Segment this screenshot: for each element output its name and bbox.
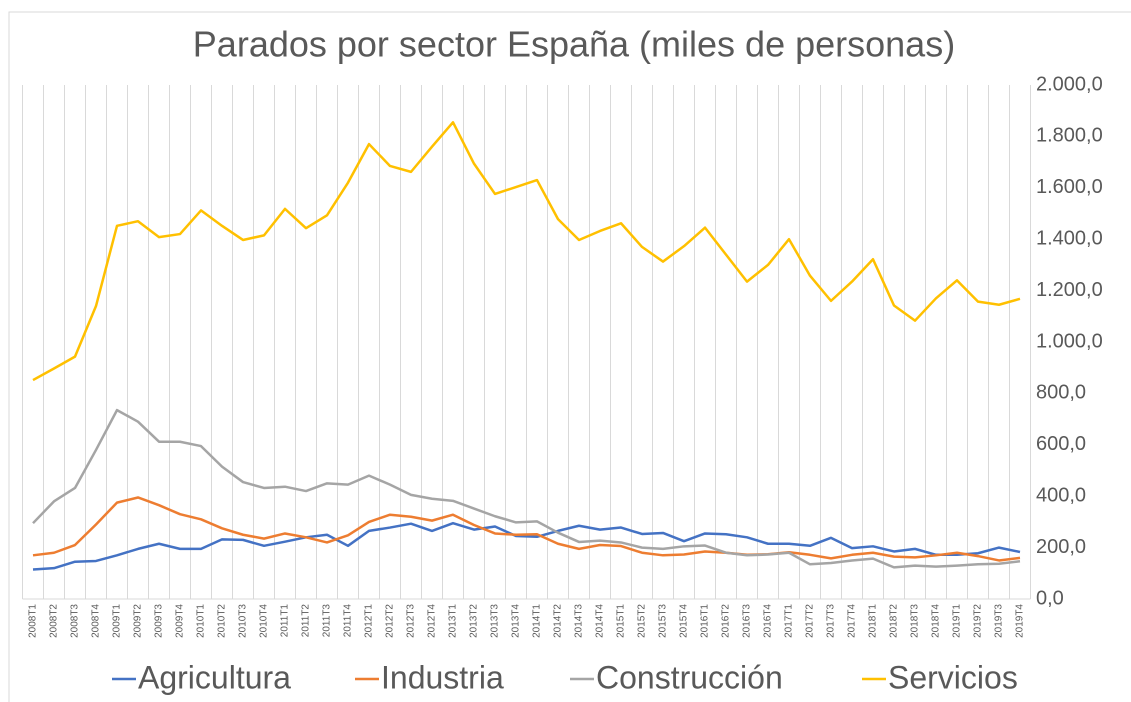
- x-tick-label: 2011T3: [322, 604, 333, 638]
- x-tick-label: 2015T3: [658, 604, 669, 638]
- y-tick-label: 1.400,0: [1036, 227, 1103, 249]
- legend-label: Servicios: [888, 659, 1018, 695]
- x-tick-label: 2013T3: [490, 604, 501, 638]
- chart-frame: [8, 11, 1131, 702]
- x-tick-label: 2019T2: [973, 604, 984, 638]
- x-tick-label: 2012T3: [406, 604, 417, 638]
- x-tick-label: 2017T3: [826, 604, 837, 638]
- y-tick-label: 400,0: [1036, 484, 1086, 506]
- x-tick-label: 2012T4: [427, 604, 438, 638]
- x-tick-label: 2010T4: [259, 604, 270, 638]
- legend-label: Agricultura: [138, 659, 291, 695]
- x-tick-label: 2013T2: [469, 604, 480, 638]
- x-tick-label: 2008T3: [70, 604, 81, 638]
- x-tick-label: 2012T1: [364, 604, 375, 638]
- x-tick-label: 2014T2: [553, 604, 564, 638]
- y-tick-label: 0,0: [1036, 587, 1064, 609]
- y-tick-label: 1.000,0: [1036, 330, 1103, 352]
- x-tick-label: 2008T2: [49, 604, 60, 638]
- x-tick-label: 2008T4: [91, 604, 102, 638]
- x-tick-label: 2010T3: [238, 604, 249, 638]
- x-tick-label: 2009T1: [112, 604, 123, 638]
- legend-label: Construcción: [596, 659, 783, 695]
- y-tick-label: 200,0: [1036, 536, 1086, 558]
- x-tick-label: 2009T3: [154, 604, 165, 638]
- x-tick-label: 2010T2: [217, 604, 228, 638]
- x-tick-label: 2014T4: [595, 604, 606, 638]
- y-tick-label: 1.800,0: [1036, 125, 1103, 147]
- x-tick-label: 2009T2: [133, 604, 144, 638]
- x-tick-label: 2011T1: [280, 604, 291, 638]
- series-line: [32, 496, 1021, 562]
- x-tick-label: 2011T2: [301, 604, 312, 638]
- x-tick-label: 2015T2: [637, 604, 648, 638]
- x-tick-label: 2015T4: [679, 604, 690, 638]
- x-tick-label: 2014T3: [574, 604, 585, 638]
- y-tick-label: 600,0: [1036, 433, 1086, 455]
- legend-label: Industria: [381, 659, 504, 695]
- x-tick-label: 2013T1: [448, 604, 459, 638]
- x-tick-label: 2012T2: [385, 604, 396, 638]
- x-tick-label: 2019T4: [1015, 604, 1026, 638]
- x-tick-label: 2016T4: [763, 604, 774, 638]
- y-tick-label: 1.200,0: [1036, 279, 1103, 301]
- x-tick-label: 2016T1: [700, 604, 711, 638]
- x-tick-label: 2018T2: [889, 604, 900, 638]
- x-tick-label: 2017T2: [805, 604, 816, 638]
- x-tick-label: 2014T1: [532, 604, 543, 638]
- x-tick-label: 2009T4: [175, 604, 186, 638]
- series-line: [32, 408, 1021, 569]
- x-tick-label: 2016T3: [742, 604, 753, 638]
- x-tick-label: 2018T4: [931, 604, 942, 638]
- y-tick-label: 1.600,0: [1036, 176, 1103, 198]
- x-tick-label: 2019T1: [952, 604, 963, 638]
- x-tick-label: 2008T1: [28, 604, 39, 638]
- x-tick-label: 2018T3: [910, 604, 921, 638]
- x-tick-label: 2010T1: [196, 604, 207, 638]
- series-line: [32, 121, 1021, 382]
- series-line: [32, 521, 1021, 571]
- y-tick-label: 2.000,0: [1036, 73, 1103, 95]
- x-tick-label: 2017T1: [784, 604, 795, 638]
- x-tick-label: 2019T3: [994, 604, 1005, 638]
- x-tick-label: 2013T4: [511, 604, 522, 638]
- chart-title: Parados por sector España (miles de pers…: [193, 24, 955, 65]
- y-tick-label: 800,0: [1036, 382, 1086, 404]
- x-tick-label: 2017T4: [847, 604, 858, 638]
- x-tick-label: 2018T1: [868, 604, 879, 638]
- x-tick-label: 2011T4: [343, 604, 354, 638]
- x-tick-label: 2015T1: [616, 604, 627, 638]
- x-tick-label: 2016T2: [721, 604, 732, 638]
